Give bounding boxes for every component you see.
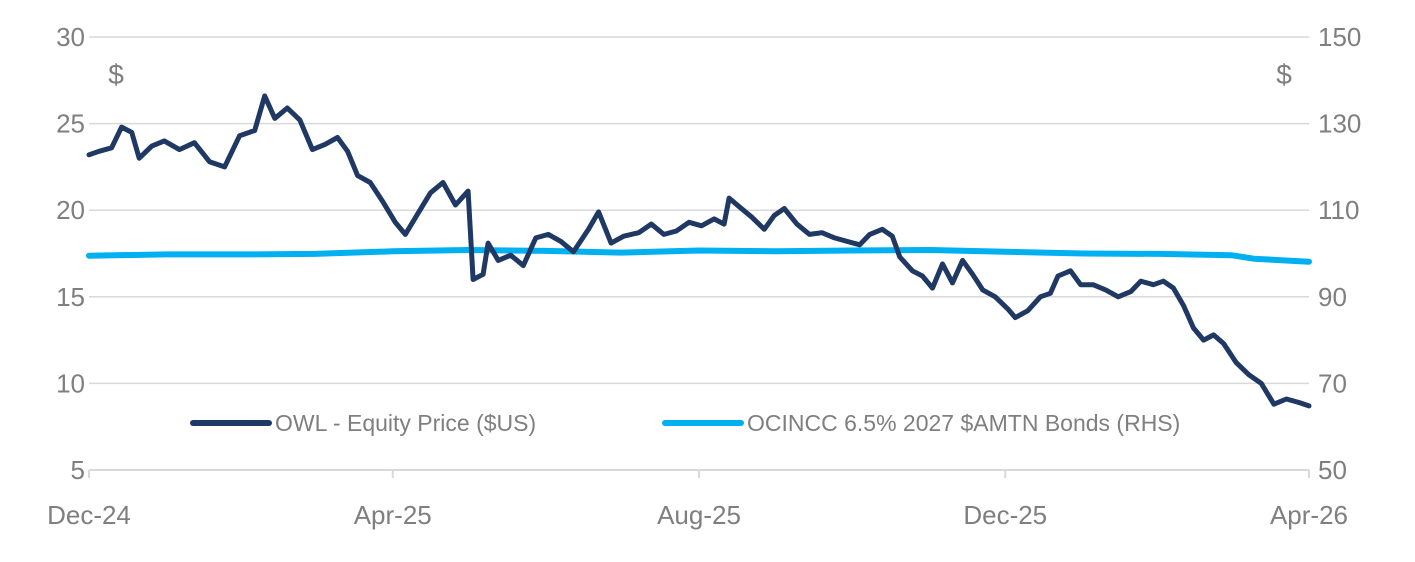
legend-label: OWL - Equity Price ($US) xyxy=(275,410,536,436)
right-axis-unit: $ xyxy=(1276,59,1292,90)
y-right-tick-label: 150 xyxy=(1318,22,1361,52)
y-left-tick-label: 5 xyxy=(71,455,85,485)
left-y-axis: 5 10 15 20 25 30 xyxy=(56,22,85,485)
y-left-tick-label: 30 xyxy=(56,22,85,52)
y-right-tick-label: 70 xyxy=(1318,368,1347,398)
y-left-tick-label: 15 xyxy=(56,282,85,312)
bond-price-line xyxy=(86,247,1312,265)
x-tick-label: Dec-25 xyxy=(963,500,1047,530)
gridlines xyxy=(89,36,1309,385)
x-axis: Dec-24 Apr-25 Aug-25 Dec-25 Apr-26 xyxy=(47,469,1348,530)
y-right-tick-label: 50 xyxy=(1318,455,1347,485)
y-left-tick-label: 10 xyxy=(56,368,85,398)
right-y-axis: 50 70 90 110 130 150 xyxy=(1318,22,1361,485)
x-tick-label: Apr-25 xyxy=(354,500,432,530)
y-right-tick-label: 130 xyxy=(1318,109,1361,139)
legend-label: OCINCC 6.5% 2027 $AMTN Bonds (RHS) xyxy=(747,410,1180,436)
x-tick-label: Aug-25 xyxy=(657,500,741,530)
legend: OWL - Equity Price ($US) OCINCC 6.5% 2027… xyxy=(190,410,1180,436)
equity-price-line xyxy=(86,93,1312,409)
y-left-tick-label: 20 xyxy=(56,195,85,225)
y-left-tick-label: 25 xyxy=(56,109,85,139)
y-right-tick-label: 110 xyxy=(1318,195,1359,225)
left-axis-unit: $ xyxy=(108,59,124,90)
x-tick-label: Apr-26 xyxy=(1270,500,1348,530)
series-lines xyxy=(86,93,1312,409)
x-tick-label: Dec-24 xyxy=(47,500,131,530)
y-right-tick-label: 90 xyxy=(1318,282,1347,312)
